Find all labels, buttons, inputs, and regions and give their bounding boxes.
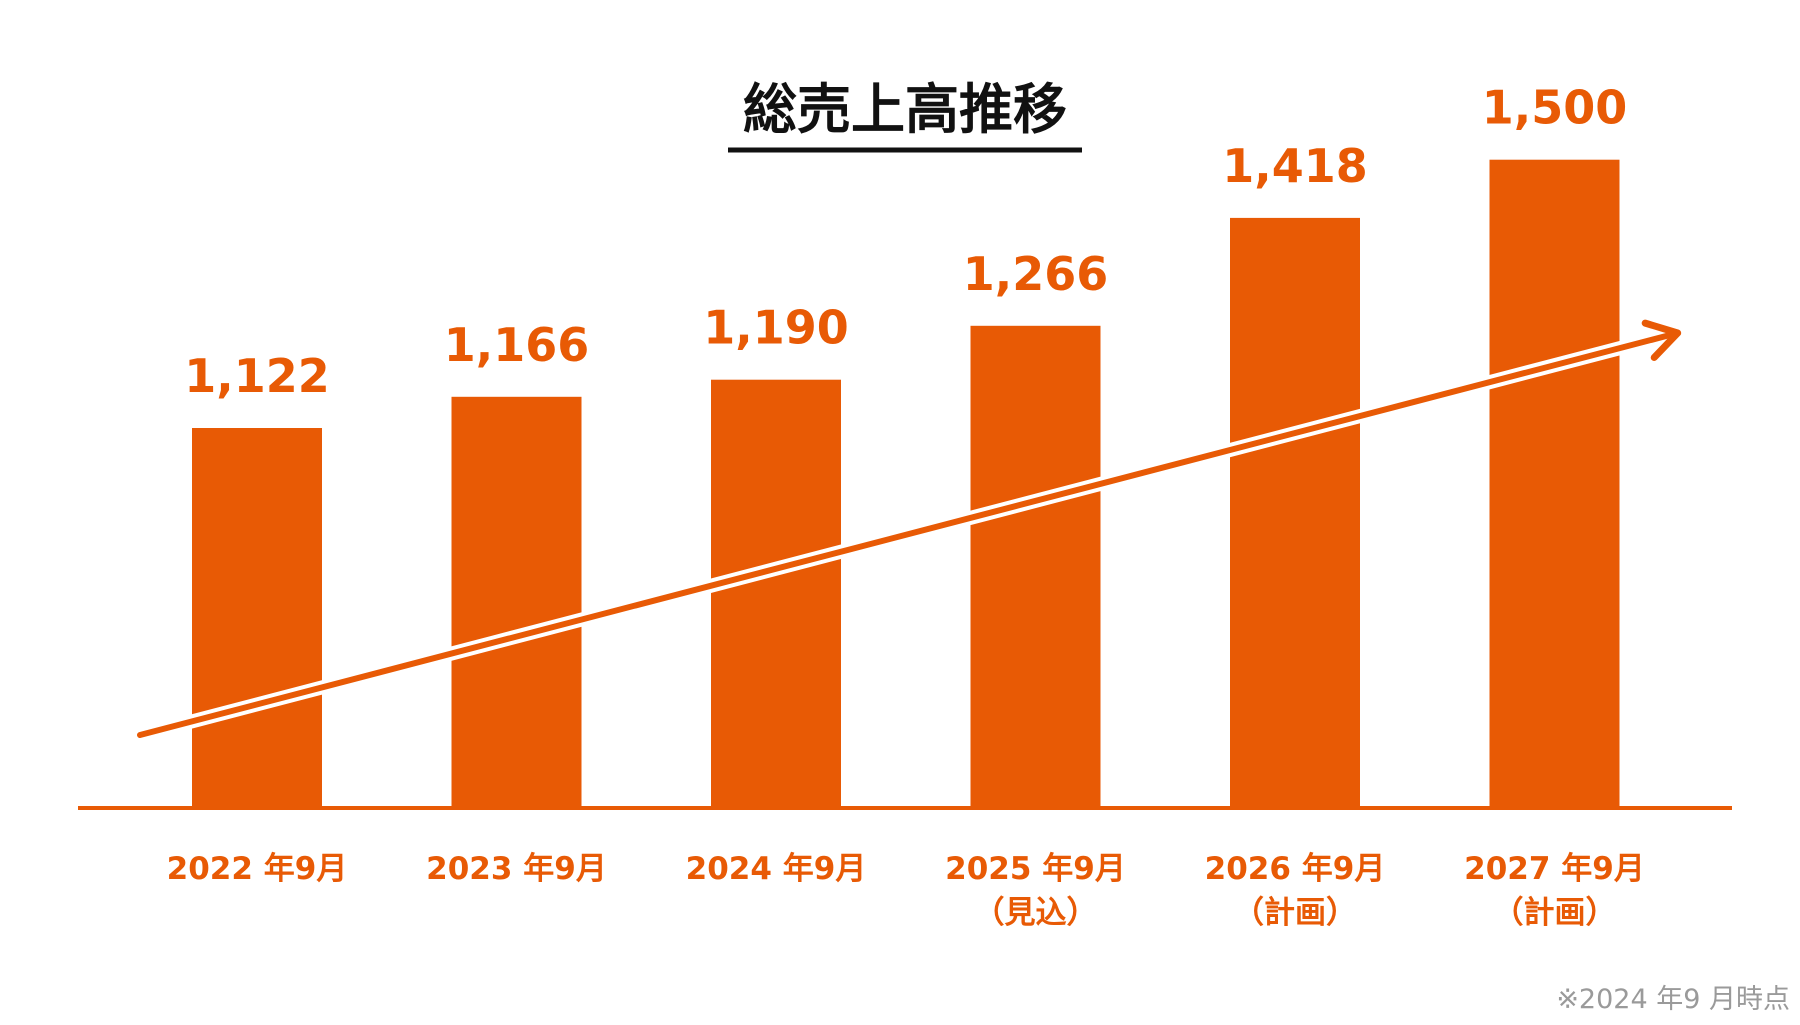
footnote: ※2024 年9 月時点 [1556,984,1790,1015]
category-labels-layer: 2022 年9月 2023 年9月 2024 年9月 2025 年9月 （見込） 2026… [167,851,1645,931]
category-label-2: 2024 年9月 [686,851,867,887]
bars-layer [192,159,1620,808]
value-label-4: 1,418 [1222,139,1368,193]
trend-arrow [137,319,1682,742]
category-label-3: 2025 年9月 [945,851,1126,887]
value-label-1: 1,166 [444,318,590,372]
trend-arrow-line [137,332,1673,738]
value-label-5: 1,500 [1482,81,1628,135]
value-label-2: 1,190 [703,301,849,355]
category-sublabel-3: （見込） [974,895,1098,931]
category-label-4: 2026 年9月 [1205,851,1386,887]
value-label-3: 1,266 [963,247,1109,301]
bar-1 [451,396,582,808]
bar-0 [192,428,322,808]
bar-5 [1489,159,1620,808]
category-label-0: 2022 年9月 [167,851,348,887]
category-label-5: 2027 年9月 [1464,851,1645,887]
bar-4 [1230,217,1360,808]
value-labels-layer: 1,122 1,166 1,190 1,266 1,418 1,500 [184,81,1627,403]
trend-arrow-head [1641,319,1682,361]
category-label-1: 2023 年9月 [426,851,607,887]
value-label-0: 1,122 [184,349,330,403]
chart-title: 総売上高推移 [743,78,1067,141]
category-sublabel-4: （計画） [1233,895,1357,931]
category-sublabel-5: （計画） [1493,895,1617,931]
bar-3 [970,325,1101,808]
bar-2 [711,379,841,808]
